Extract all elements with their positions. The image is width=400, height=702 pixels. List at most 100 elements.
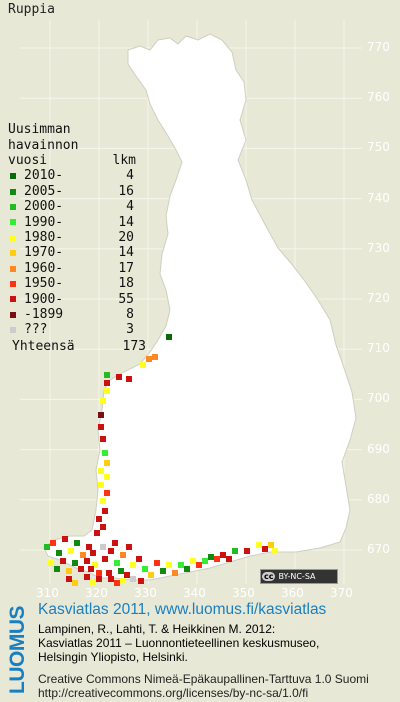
legend-title-line2: havainnon [8, 137, 79, 153]
y-tick-label: 740 [367, 190, 390, 205]
x-tick-label: 320 [85, 586, 108, 600]
occurrence-cell [146, 356, 152, 362]
occurrence-cell [190, 558, 196, 564]
occurrence-cell [142, 566, 148, 572]
occurrence-cell [268, 542, 274, 548]
occurrence-cell [256, 542, 262, 548]
occurrence-cell [214, 556, 220, 562]
y-tick-label: 700 [367, 391, 390, 406]
legend-year-label: 2000- [24, 199, 64, 215]
license-url[interactable]: http://creativecommons.org/licenses/by-n… [38, 686, 309, 700]
occurrence-cell [126, 376, 132, 382]
legend-total-label: Yhteensä [12, 338, 75, 354]
y-tick-label: 730 [367, 240, 390, 255]
occurrence-cell [60, 558, 66, 564]
occurrence-cell [62, 536, 68, 542]
occurrence-cell [130, 576, 136, 582]
occurrence-cell [96, 516, 102, 522]
legend: Uusimman havainnon vuosi lkm 2010- 4 2005-… [8, 122, 168, 354]
legend-count: 8 [126, 306, 134, 322]
legend-total-value: 173 [122, 338, 146, 354]
y-tick-label: 680 [367, 491, 390, 506]
x-tick-label: 310 [36, 586, 59, 600]
occurrence-cell [44, 544, 50, 550]
occurrence-cell [50, 540, 56, 546]
legend-swatch [10, 234, 16, 241]
kasviatlas-link[interactable]: Kasviatlas 2011, www.luomus.fi/kasviatla… [38, 601, 327, 618]
occurrence-cell [166, 334, 172, 340]
legend-swatch [10, 265, 16, 272]
occurrence-cell [104, 380, 110, 386]
legend-count: 3 [126, 322, 134, 338]
legend-count: 16 [118, 183, 134, 199]
occurrence-cell [94, 530, 100, 536]
x-tick-label: 360 [281, 586, 304, 600]
occurrence-cell [66, 568, 72, 574]
distribution-map [20, 20, 362, 586]
cc-badge-text: BY-NC-SA [278, 572, 316, 581]
occurrence-cell [220, 552, 226, 558]
occurrence-cell [100, 524, 106, 530]
occurrence-cell [166, 562, 172, 568]
reference-line-3: Helsingin Yliopisto, Helsinki. [38, 650, 188, 664]
y-tick-label: 690 [367, 441, 390, 456]
occurrence-cell [86, 544, 92, 550]
y-tick-label: 760 [367, 90, 390, 105]
y-tick-label: 670 [367, 542, 390, 556]
y-tick-label: 750 [367, 140, 390, 155]
occurrence-cell [154, 560, 160, 566]
occurrence-cell [114, 560, 120, 566]
x-tick-label: 350 [232, 586, 255, 600]
occurrence-cells [44, 334, 278, 586]
occurrence-cell [120, 552, 126, 558]
occurrence-cell [272, 548, 278, 554]
occurrence-cell [106, 570, 112, 576]
x-tick-label: 330 [134, 586, 157, 600]
occurrence-cell [92, 562, 98, 568]
reference-line-2: Kasviatlas 2011 – Luonnontieteellinen ke… [38, 636, 320, 650]
x-tick-label: 340 [183, 586, 206, 600]
cc-license-badge[interactable]: cc BY-NC-SA [260, 569, 338, 584]
occurrence-cell [56, 550, 62, 556]
occurrence-cell [66, 576, 72, 582]
legend-row: 1970- 14 [8, 245, 168, 260]
occurrence-cell [104, 388, 110, 394]
y-tick-label: 770 [367, 40, 390, 54]
legend-row: 1960- 17 [8, 261, 168, 276]
legend-year-label: -1899 [24, 306, 64, 322]
occurrence-cell [108, 548, 114, 554]
occurrence-cell [98, 482, 104, 488]
legend-col-count: lkm [112, 153, 136, 168]
legend-year-label: 1900- [24, 291, 64, 307]
legend-count: 4 [126, 168, 134, 184]
legend-row: 1900- 55 [8, 292, 168, 307]
legend-count: 18 [118, 276, 134, 292]
y-tick-label: 720 [367, 291, 390, 305]
license-line-1: Creative Commons Nimeä-Epäkaupallinen-Ta… [38, 672, 369, 686]
legend-row: 1950- 18 [8, 276, 168, 291]
occurrence-cell [102, 556, 108, 562]
occurrence-cell [48, 560, 54, 566]
x-tick-label: 370 [330, 586, 353, 600]
legend-row: 1990- 14 [8, 215, 168, 230]
legend-row: ??? 3 [8, 322, 168, 337]
legend-swatch [10, 188, 16, 195]
legend-swatch [10, 203, 16, 210]
reference-line-1: Lampinen, R., Lahti, T. & Heikkinen M. 2… [38, 622, 276, 636]
occurrence-cell [116, 374, 122, 380]
legend-swatch [10, 250, 16, 257]
occurrence-cell [202, 558, 208, 564]
occurrence-cell [226, 556, 232, 562]
occurrence-cell [98, 468, 104, 474]
occurrence-cell [208, 554, 214, 560]
occurrence-cell [104, 460, 110, 466]
legend-count: 17 [118, 260, 134, 276]
legend-swatch [10, 296, 16, 303]
occurrence-cell [96, 570, 102, 576]
occurrence-cell [138, 578, 144, 584]
legend-total: Yhteensä 173 [8, 339, 168, 355]
occurrence-cell [90, 550, 96, 556]
occurrence-cell [74, 540, 80, 546]
y-tick-label: 710 [367, 341, 390, 356]
occurrence-cell [104, 372, 110, 378]
